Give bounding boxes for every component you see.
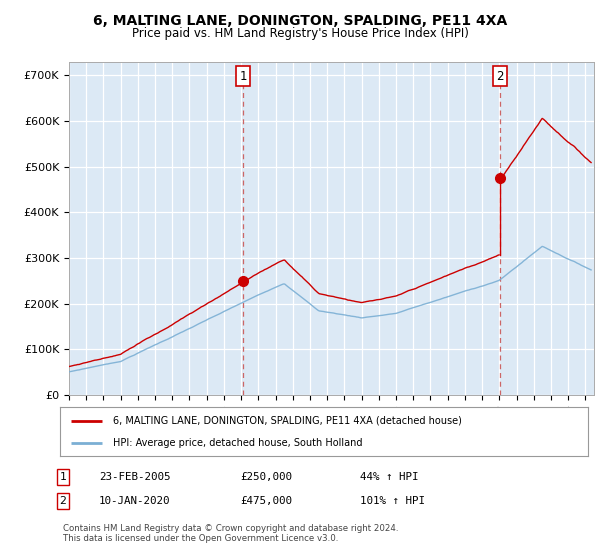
Text: Price paid vs. HM Land Registry's House Price Index (HPI): Price paid vs. HM Land Registry's House … xyxy=(131,27,469,40)
Text: 1: 1 xyxy=(59,472,67,482)
Text: 6, MALTING LANE, DONINGTON, SPALDING, PE11 4XA: 6, MALTING LANE, DONINGTON, SPALDING, PE… xyxy=(93,14,507,28)
Text: 1: 1 xyxy=(239,70,247,83)
Text: 6, MALTING LANE, DONINGTON, SPALDING, PE11 4XA (detached house): 6, MALTING LANE, DONINGTON, SPALDING, PE… xyxy=(113,416,461,426)
Text: £475,000: £475,000 xyxy=(240,496,292,506)
Text: 23-FEB-2005: 23-FEB-2005 xyxy=(99,472,170,482)
Text: £250,000: £250,000 xyxy=(240,472,292,482)
Text: 44% ↑ HPI: 44% ↑ HPI xyxy=(360,472,419,482)
Text: 2: 2 xyxy=(59,496,67,506)
Text: 101% ↑ HPI: 101% ↑ HPI xyxy=(360,496,425,506)
Text: HPI: Average price, detached house, South Holland: HPI: Average price, detached house, Sout… xyxy=(113,437,362,447)
Text: 2: 2 xyxy=(496,70,504,83)
Text: Contains HM Land Registry data © Crown copyright and database right 2024.
This d: Contains HM Land Registry data © Crown c… xyxy=(63,524,398,543)
Text: 10-JAN-2020: 10-JAN-2020 xyxy=(99,496,170,506)
